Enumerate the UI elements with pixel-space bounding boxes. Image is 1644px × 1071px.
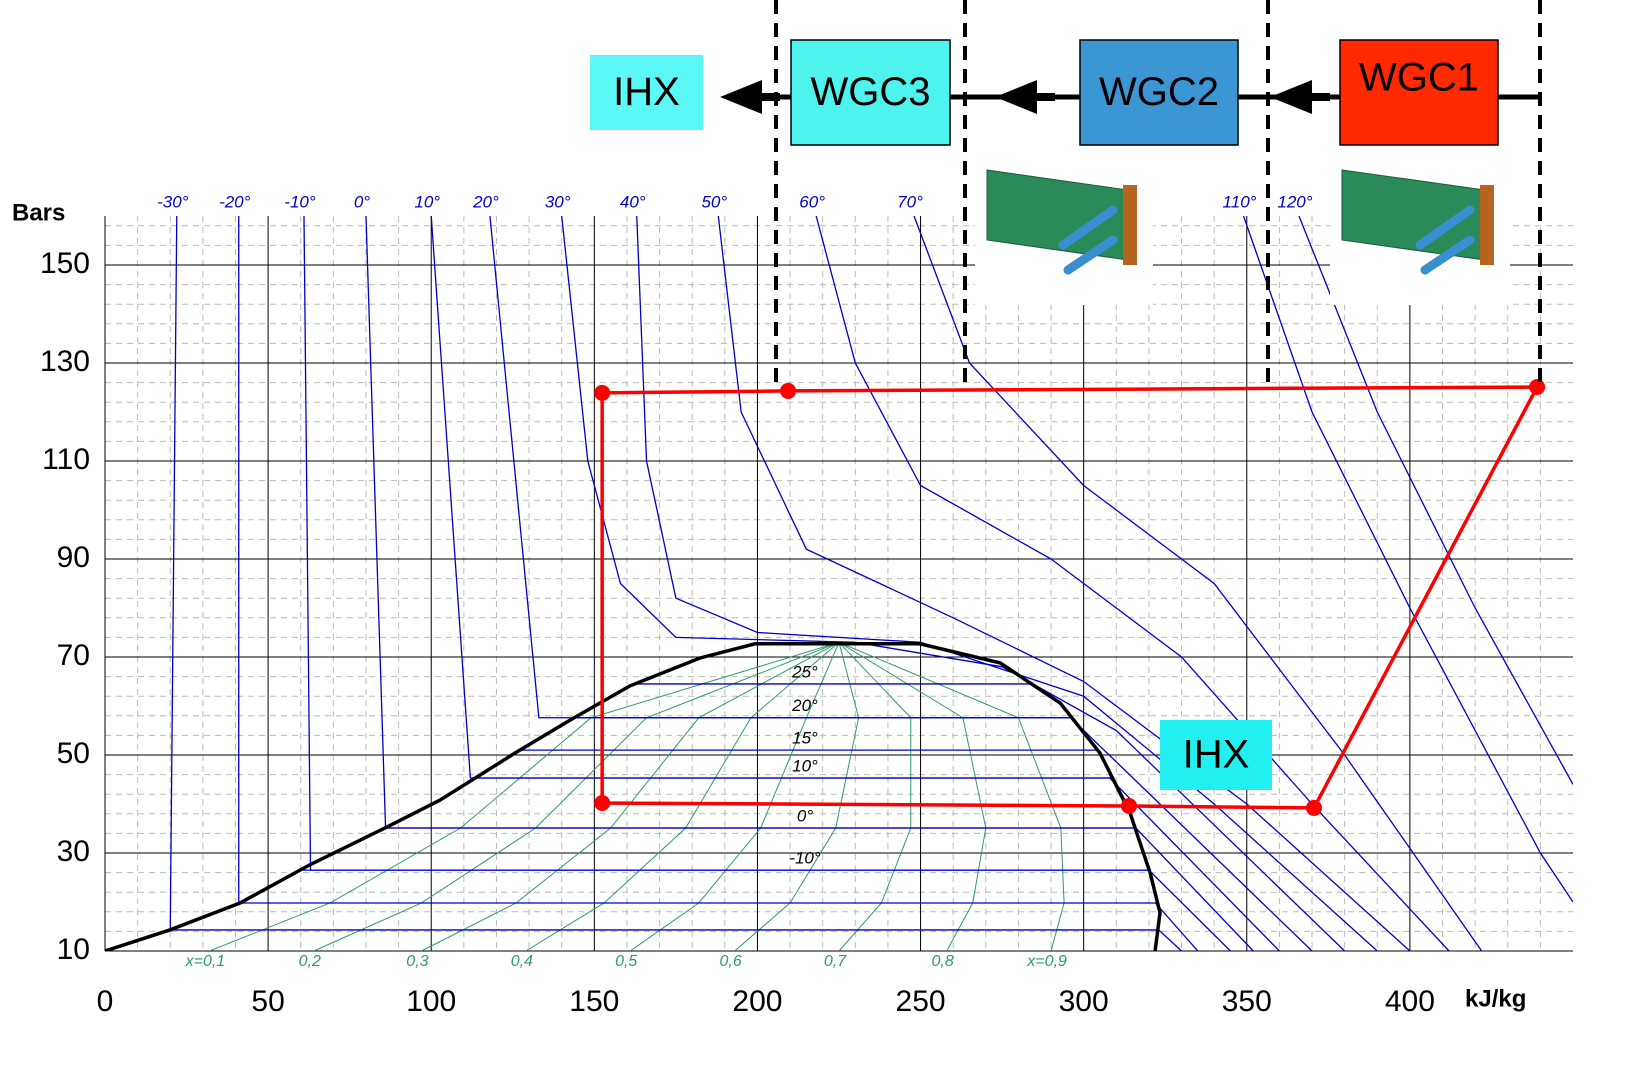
quality-line [314,642,839,951]
quality-line [839,642,911,951]
isotherm-label: 30° [545,192,571,211]
cycle-point [594,795,610,811]
isotherm-label: 40° [620,192,646,211]
x-tick-label: 0 [97,985,114,1018]
y-tick-label: 90 [57,541,90,574]
y-axis-label: Bars [12,199,65,226]
cycle-point [780,383,796,399]
x-tick-label: 350 [1222,985,1272,1018]
quality-label: x=0,1 [185,953,226,970]
isotherm [816,216,1449,951]
cycle-point [1121,798,1137,814]
component-label: WGC3 [811,70,931,114]
dome-isotherm-label: 20° [791,696,818,715]
quality-line [421,642,839,951]
isotherm-label: 70° [897,192,923,211]
flow-arrow [1270,80,1330,114]
x-tick-label: 300 [1059,985,1109,1018]
y-tick-label: 70 [57,639,90,672]
component-label: WGC2 [1099,70,1219,114]
plot-component-label: IHX [1183,733,1250,777]
isotherm-label: 60° [799,192,825,211]
x-tick-label: 250 [896,985,946,1018]
isotherm [170,216,1181,951]
component-end [1123,185,1137,265]
quality-label: 0,4 [511,953,533,970]
flow-arrow [720,80,780,114]
isotherm-label: -20° [219,192,251,211]
x-tick-label: 100 [406,985,456,1018]
dome-isotherm-label: 10° [792,757,818,776]
overlay: x=0,1 0,2 0,3 0,4 0,5 0,6 0,7 0,8 x=0,9 -30° -20° -… [157,0,1545,970]
plot-area [105,216,1573,951]
y-tick-label: 130 [40,345,90,378]
x-axis-label: kJ/kg [1465,985,1526,1012]
isotherm-label: -30° [157,192,189,211]
quality-label: 0,3 [406,953,428,970]
chart: 0 50 100 150 200 250 300 350 400 10 30 50 70 90 110 130… [0,0,1644,1071]
flow-arrow [995,80,1055,114]
x-tick-label: 200 [732,985,782,1018]
y-tick-label: 50 [57,737,90,770]
component-label: WGC1 [1359,56,1479,100]
isotherm-label: 110° [1223,192,1257,211]
isotherm-label: 120° [1277,192,1312,211]
dome-isotherm-label: -10° [789,849,821,868]
cycle-point [594,385,610,401]
quality-line [630,642,839,951]
dome-isotherm-label: 25° [791,662,818,681]
isotherm [366,216,1253,951]
y-tick-label: 150 [40,247,90,280]
cycle-point [1529,379,1545,395]
quality-label: 0,5 [615,953,637,970]
isotherm-label: 20° [472,192,499,211]
isotherm-label: 10° [414,192,440,211]
component-label: IHX [613,70,680,114]
dome-isotherm-label: 15° [792,729,818,748]
saturation-curve [105,644,1160,951]
isotherm [490,216,1312,951]
y-tick-label: 110 [42,443,90,476]
isotherm [239,216,1198,951]
quality-line [526,642,839,951]
dome-isotherm-label: 0° [797,806,813,825]
isotherm-label: -10° [284,192,316,211]
isotherm [304,216,1230,951]
isotherm-label: 50° [701,192,727,211]
x-tick-label: 50 [251,985,284,1018]
x-tick-label: 150 [569,985,619,1018]
quality-line [209,642,839,951]
quality-line [839,642,1064,951]
quality-label: 0,6 [719,953,741,970]
isotherm [718,216,1410,951]
quality-label: 0,7 [824,953,847,970]
y-tick-label: 10 [57,933,90,966]
isotherm-label: 0° [354,192,370,211]
grid: 0 50 100 150 200 250 300 350 400 10 30 50 70 90 110 130… [40,216,1573,1018]
x-tick-label: 400 [1385,985,1435,1018]
quality-label: 0,8 [932,953,954,970]
quality-line [839,642,986,951]
quality-label: x=0,9 [1026,953,1067,970]
cycle-point [1306,800,1322,816]
y-tick-label: 30 [57,835,90,868]
component-end [1480,185,1494,265]
quality-label: 0,2 [299,953,321,970]
